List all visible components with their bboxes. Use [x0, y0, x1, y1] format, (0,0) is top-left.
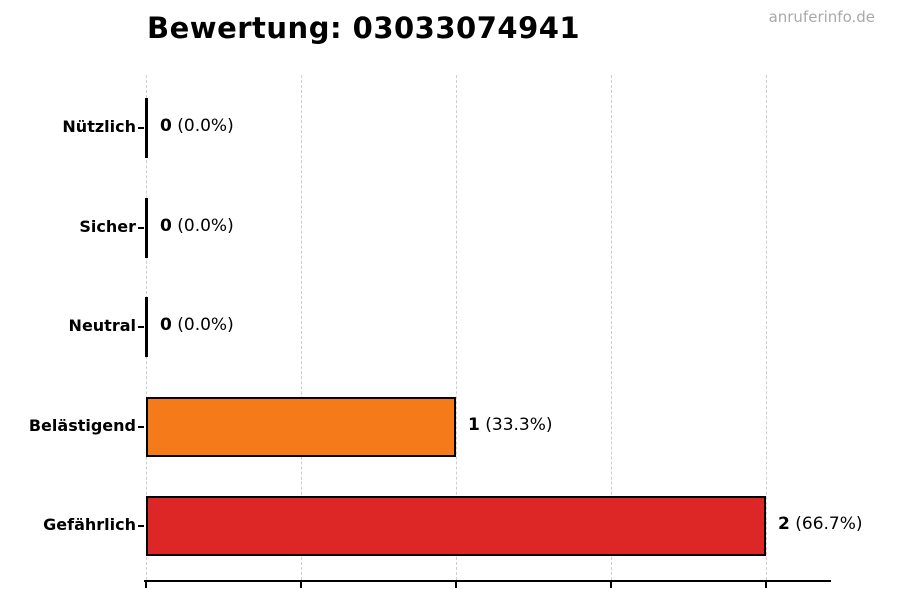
value-label: 2 (66.7%) [778, 514, 863, 534]
y-axis-tick [138, 226, 144, 229]
y-axis-tick [138, 127, 144, 129]
value-label: 1 (33.3%) [468, 415, 553, 435]
value-count: 1 [468, 414, 480, 435]
bar-zero-value [145, 197, 148, 258]
chart-title: Bewertung: 03033074941 [147, 11, 581, 45]
x-axis-tick [610, 582, 612, 588]
bar-zero-value [145, 297, 148, 358]
x-gridline [456, 75, 457, 580]
x-axis-tick [300, 582, 302, 588]
value-count: 0 [160, 215, 172, 236]
category-label: Nützlich [62, 117, 136, 136]
bar [146, 496, 766, 557]
category-label: Belästigend [28, 415, 136, 435]
x-axis-line [144, 580, 831, 582]
value-label: 0 (0.0%) [160, 315, 234, 335]
bar-zero-value [145, 98, 148, 158]
category-label: Gefährlich [43, 515, 136, 535]
y-axis-tick [138, 326, 144, 329]
category-label: Neutral [68, 316, 136, 336]
x-gridline [611, 75, 612, 580]
x-gridline [766, 75, 767, 580]
value-percent: (66.7%) [789, 514, 863, 535]
value-label: 0 (0.0%) [160, 116, 234, 136]
y-axis-tick [138, 525, 144, 528]
value-percent: (33.3%) [479, 414, 553, 435]
x-axis-tick [455, 582, 457, 588]
category-label: Sicher [79, 216, 136, 236]
value-label: 0 (0.0%) [160, 216, 234, 236]
y-axis-tick [138, 425, 144, 428]
value-percent: (0.0%) [171, 215, 234, 236]
value-count: 0 [160, 315, 172, 336]
watermark-text: anruferinfo.de [768, 8, 875, 26]
x-gridline [301, 75, 302, 580]
value-count: 2 [778, 514, 790, 535]
value-percent: (0.0%) [171, 116, 234, 136]
bar [146, 396, 456, 457]
x-axis-tick [765, 582, 767, 588]
value-percent: (0.0%) [171, 315, 234, 336]
value-count: 0 [160, 116, 172, 136]
x-axis-tick [145, 582, 147, 588]
